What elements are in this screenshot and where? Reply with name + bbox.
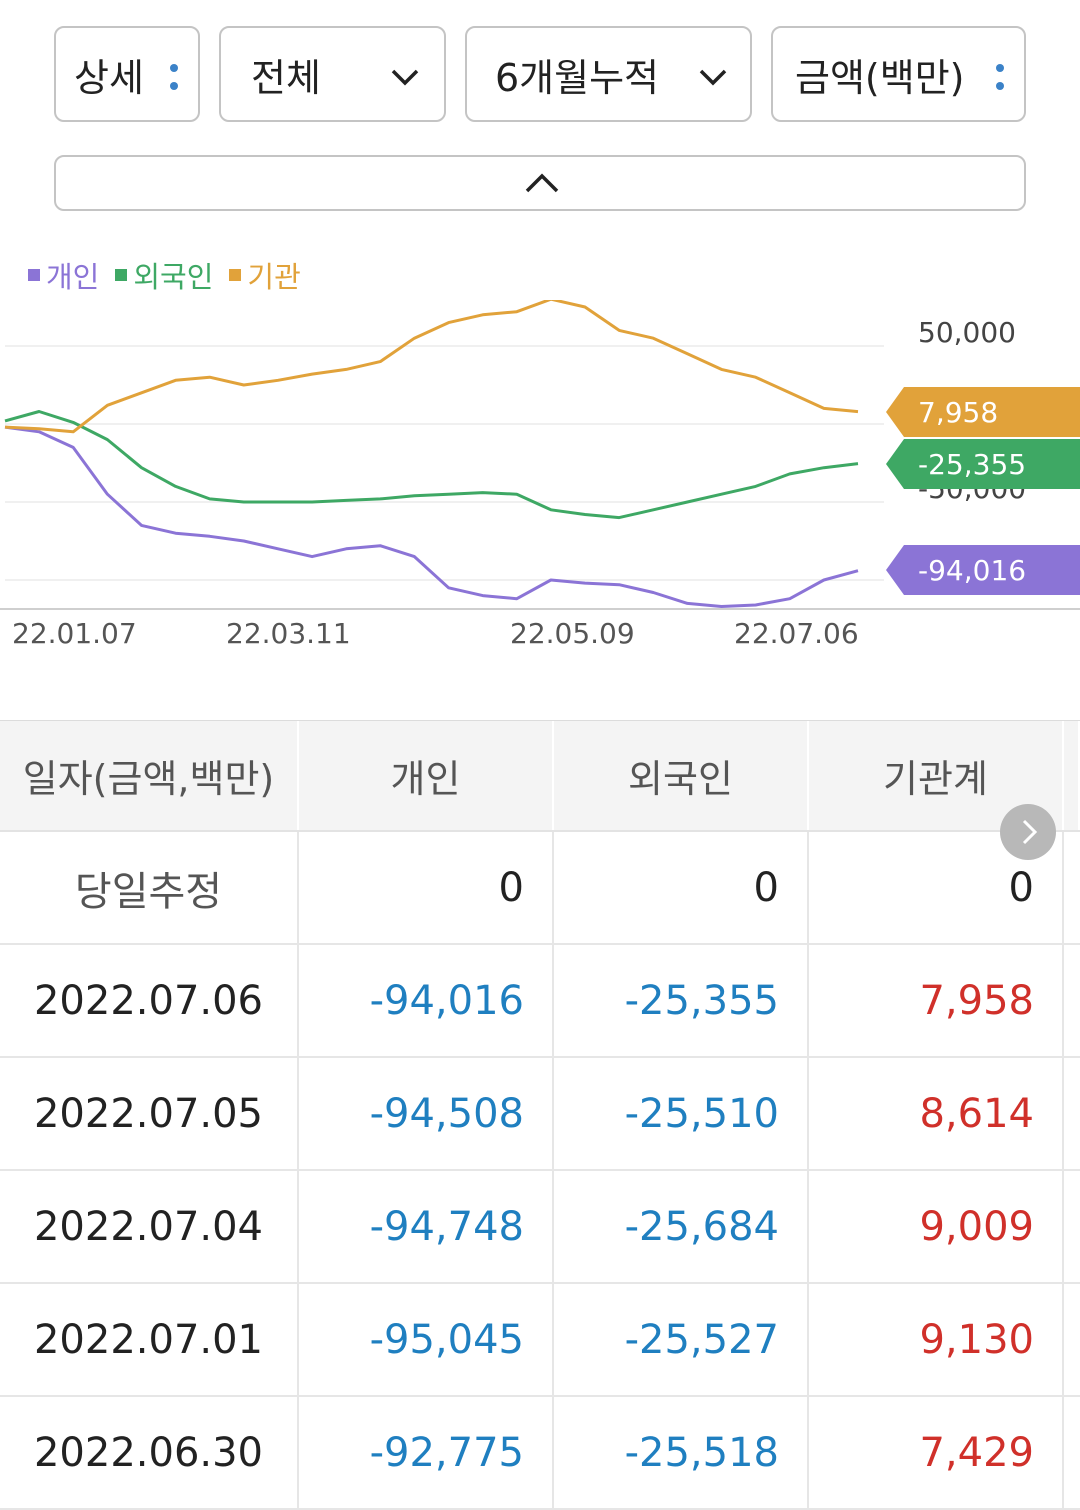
header-foreign: 외국인 — [554, 721, 809, 830]
period-select[interactable]: 6개월누적 — [465, 26, 752, 122]
period-label: 6개월누적 — [495, 55, 660, 100]
chevron-down-icon — [391, 69, 419, 86]
header-spacer — [1064, 721, 1080, 830]
chevron-up-icon — [525, 173, 559, 193]
row-institution: 7,958 — [809, 945, 1064, 1056]
unit-label: 금액(백만) — [795, 55, 965, 100]
row-foreign: -25,518 — [554, 1397, 809, 1508]
row-date: 2022.07.04 — [0, 1171, 299, 1282]
row-foreign: 0 — [554, 832, 809, 943]
row-date: 2022.07.05 — [0, 1058, 299, 1169]
row-institution: 8,614 — [809, 1058, 1064, 1169]
row-individual: -94,508 — [299, 1058, 554, 1169]
last-value-badge — [886, 545, 1080, 595]
legend-swatch — [229, 269, 242, 281]
row-institution: 7,429 — [809, 1397, 1064, 1508]
row-date: 당일추정 — [0, 832, 299, 943]
row-institution: 9,130 — [809, 1284, 1064, 1395]
investor-type-select[interactable]: 전체 — [219, 26, 446, 122]
x-tick-label: 22.01.07 — [12, 617, 137, 650]
next-columns-button[interactable] — [1000, 804, 1056, 860]
row-date: 2022.06.30 — [0, 1397, 299, 1508]
x-tick-label: 22.05.09 — [510, 617, 635, 650]
institution-line — [4, 300, 859, 434]
header-individual: 개인 — [299, 721, 554, 830]
foreign-line — [4, 410, 859, 520]
row-foreign: -25,510 — [554, 1058, 809, 1169]
last-value-badge — [886, 439, 1080, 489]
row-individual: -94,748 — [299, 1171, 554, 1282]
row-individual: -94,016 — [299, 945, 554, 1056]
row-spacer — [1064, 1058, 1080, 1169]
row-spacer — [1064, 1284, 1080, 1395]
individual-line — [4, 425, 859, 608]
table-body: 당일추정 0 0 0 2022.07.06 -94,016 -25,355 7,958 2022… — [0, 832, 1080, 1510]
y-tick-label: 50,000 — [918, 316, 1016, 349]
table-row[interactable]: 2022.07.06 -94,016 -25,355 7,958 — [0, 945, 1080, 1058]
investor-type-label: 전체 — [251, 55, 321, 100]
table-row[interactable]: 2022.07.04 -94,748 -25,684 9,009 — [0, 1171, 1080, 1284]
chevron-right-icon — [1022, 819, 1038, 845]
table-row[interactable]: 2022.06.30 -92,775 -25,518 7,429 — [0, 1397, 1080, 1510]
filter-bar: 상세 전체 6개월누적 금액(백만) — [54, 26, 1026, 126]
legend-item-foreign: 외국인 — [115, 254, 213, 296]
last-value-label: -94,016 — [918, 554, 1026, 587]
table-row[interactable]: 2022.07.01 -95,045 -25,527 9,130 — [0, 1284, 1080, 1397]
row-spacer — [1064, 1171, 1080, 1282]
legend-swatch — [28, 269, 40, 281]
row-individual: -92,775 — [299, 1397, 554, 1508]
table-row[interactable]: 2022.07.05 -94,508 -25,510 8,614 — [0, 1058, 1080, 1171]
row-individual: 0 — [299, 832, 554, 943]
legend-item-institution: 기관 — [229, 254, 301, 296]
chart-legend: 개인 외국인 기관 — [28, 254, 301, 296]
row-foreign: -25,527 — [554, 1284, 809, 1395]
collapse-filters-button[interactable] — [54, 155, 1026, 211]
detail-label: 상세 — [74, 55, 144, 100]
row-institution: 9,009 — [809, 1171, 1064, 1282]
more-vertical-icon — [170, 64, 178, 90]
legend-item-individual: 개인 — [28, 254, 99, 296]
legend-label: 외국인 — [133, 260, 214, 294]
x-tick-label: 22.07.06 — [734, 617, 859, 650]
legend-label: 개인 — [46, 260, 100, 294]
last-value-label: 7,958 — [918, 396, 998, 429]
row-spacer — [1064, 1397, 1080, 1508]
x-tick-label: 22.03.11 — [226, 617, 351, 650]
row-individual: -95,045 — [299, 1284, 554, 1395]
row-foreign: -25,684 — [554, 1171, 809, 1282]
legend-label: 기관 — [247, 260, 301, 294]
table-row[interactable]: 당일추정 0 0 0 — [0, 832, 1080, 945]
more-vertical-icon — [996, 64, 1004, 90]
cumulative-net-buy-chart: 50,000-50,0007,958-25,355-94,01622.01.07… — [0, 300, 1080, 650]
last-value-label: -25,355 — [918, 448, 1026, 481]
last-value-badge — [886, 387, 1080, 437]
row-date: 2022.07.01 — [0, 1284, 299, 1395]
chevron-down-icon — [699, 69, 727, 86]
legend-swatch — [115, 269, 128, 281]
row-institution: 0 — [809, 832, 1064, 943]
row-spacer — [1064, 832, 1080, 943]
header-institution: 기관계 — [809, 721, 1064, 830]
detail-menu-button[interactable]: 상세 — [54, 26, 200, 122]
unit-menu-button[interactable]: 금액(백만) — [771, 26, 1026, 122]
row-date: 2022.07.06 — [0, 945, 299, 1056]
row-foreign: -25,355 — [554, 945, 809, 1056]
row-spacer — [1064, 945, 1080, 1056]
table-header-row: 일자(금액,백만) 개인 외국인 기관계 — [0, 720, 1080, 832]
header-date: 일자(금액,백만) — [0, 721, 299, 830]
investor-table: 일자(금액,백만) 개인 외국인 기관계 당일추정 0 0 0 2022.07.06 -9… — [0, 720, 1080, 1510]
